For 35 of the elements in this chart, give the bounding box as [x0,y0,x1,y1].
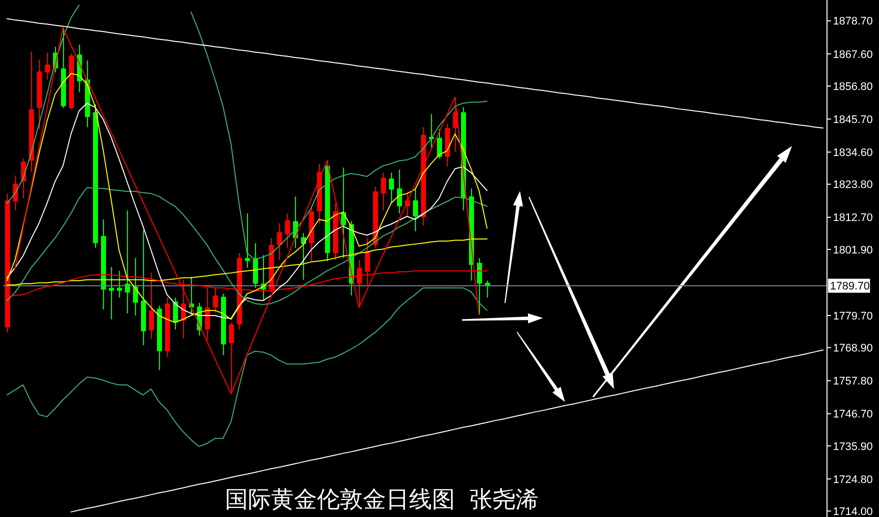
line-series [6,187,488,305]
candlestick [45,52,50,80]
candlestick [277,222,282,260]
candlestick [397,169,402,214]
candlestick [285,212,290,248]
y-tick-label: 1779.70 [833,310,873,322]
candlestick [245,212,250,268]
y-tick-label: 1812.70 [833,212,873,224]
y-tick-label: 1834.60 [833,147,873,159]
candlestick [413,188,418,232]
y-tick-label: 1724.80 [833,474,873,486]
y-tick-label: 1768.90 [833,342,873,355]
y-tick-label: 1746.70 [833,408,873,421]
text: 国际黄金伦敦金日线图 张尧浠 [225,487,539,514]
candlestick [389,172,394,204]
y-tick-label: 1714.00 [833,506,873,517]
candlestick [117,270,122,298]
candlestick [109,266,114,320]
line-series [70,350,824,512]
candlestick [341,167,346,259]
y-tick-label: 1856.80 [833,80,873,93]
y-tick-label: 1878.70 [833,16,873,28]
y-tick-label: 1867.60 [833,48,873,61]
y-tick-label: 1845.70 [833,114,873,126]
candlestick [477,258,482,316]
y-tick-label: 1757.80 [833,376,873,388]
y-tick-label: 1823.80 [833,179,873,192]
candlestick [381,172,386,211]
candlestick [133,258,138,316]
line-series [6,18,824,128]
y-tick-label: 1801.90 [833,244,873,256]
candlestick [13,175,18,211]
line-series [6,287,488,447]
candlestick [437,128,442,160]
y-tick-label: 1735.90 [833,440,873,453]
